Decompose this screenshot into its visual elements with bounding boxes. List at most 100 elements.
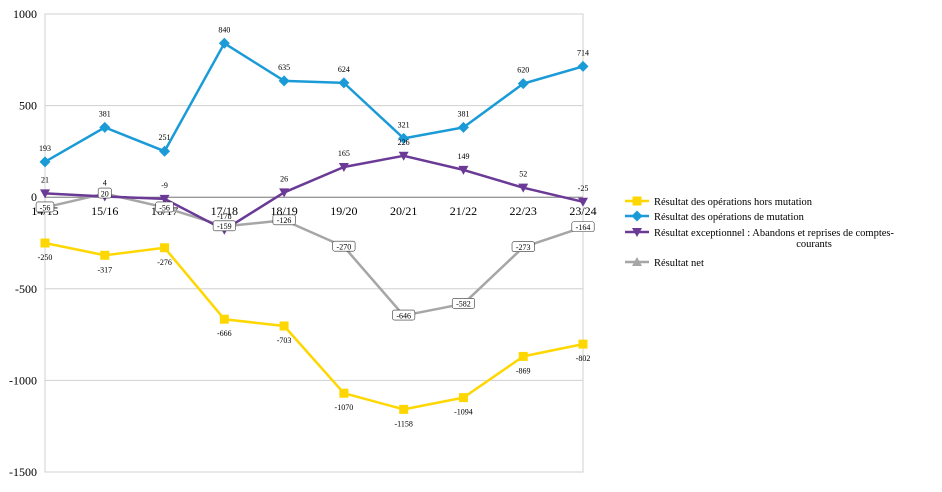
- data-label: -178: [217, 212, 232, 221]
- data-point: [99, 121, 111, 133]
- x-tick-label: 17/18: [211, 204, 238, 218]
- data-point: [160, 243, 170, 253]
- data-label: 20: [101, 189, 109, 198]
- data-label: -56: [159, 203, 170, 212]
- data-label: 840: [218, 25, 230, 34]
- data-point: [518, 351, 528, 361]
- data-label-box: [392, 309, 416, 321]
- data-label: 149: [457, 152, 469, 161]
- data-label: 226: [398, 138, 410, 147]
- data-point: [518, 183, 529, 193]
- data-point: [517, 78, 529, 90]
- legend-label: Résultat net: [654, 258, 704, 269]
- x-tick-label: 15/16: [91, 204, 118, 218]
- data-labels: -250 -317 -276 -666 -703 -1070 -1158 -1094 -869 -…: [35, 25, 595, 428]
- data-label: -276: [157, 258, 172, 267]
- data-label: 251: [159, 133, 171, 142]
- x-tick-label: 22/23: [510, 204, 537, 218]
- data-label: -869: [516, 366, 531, 375]
- data-label: 381: [457, 109, 469, 118]
- data-label: 193: [39, 144, 51, 153]
- x-tick-label: 23/24: [569, 204, 596, 218]
- data-label: -646: [396, 311, 411, 320]
- series-1: [39, 37, 589, 168]
- legend-label: Résultat exceptionnel : Abandons et repr…: [654, 228, 894, 239]
- data-label: -1094: [454, 408, 473, 417]
- data-point: [338, 162, 349, 172]
- data-point: [458, 393, 468, 403]
- series-line: [44, 192, 584, 317]
- x-tick-label: 20/21: [390, 204, 417, 218]
- data-label-box: [272, 214, 296, 226]
- data-label: -703: [277, 336, 292, 345]
- data-point: [578, 197, 588, 207]
- data-label: 624: [338, 65, 350, 74]
- plot-area: [44, 13, 584, 473]
- data-label: -582: [456, 300, 471, 309]
- data-label-box: [35, 201, 55, 213]
- data-label: -126: [277, 216, 292, 225]
- data-label: -273: [516, 243, 531, 252]
- y-tick-label: 1000: [13, 7, 37, 21]
- y-tick-label: -1500: [9, 465, 37, 479]
- data-label: -9: [161, 181, 168, 190]
- data-label: -56: [40, 203, 51, 212]
- series-line: [44, 154, 584, 232]
- legend-label: courants: [796, 239, 832, 250]
- data-label: -1070: [335, 403, 354, 412]
- data-point: [338, 77, 350, 89]
- series-0: [40, 238, 588, 414]
- data-label: 26: [280, 174, 288, 183]
- data-point: [578, 339, 588, 349]
- data-label: -270: [337, 242, 352, 251]
- data-point: [632, 228, 642, 237]
- data-point: [219, 314, 229, 324]
- data-label: -164: [576, 223, 591, 232]
- data-label: -250: [38, 253, 53, 262]
- data-point: [399, 404, 409, 414]
- y-tick-label: -500: [15, 282, 37, 296]
- data-label: -802: [576, 354, 591, 363]
- data-label: -317: [97, 265, 112, 274]
- series-line: [44, 42, 584, 163]
- data-point: [457, 121, 469, 133]
- data-label-box: [451, 298, 475, 309]
- x-tick-label: 19/20: [330, 204, 357, 218]
- data-label: 21: [41, 175, 49, 184]
- data-label-box: [97, 187, 112, 199]
- x-tick-label: 21/22: [450, 204, 477, 218]
- series-line: [44, 241, 584, 411]
- y-tick-label: 500: [19, 99, 37, 113]
- legend: Résultat des opérations hors mutation Rés…: [625, 196, 894, 269]
- data-label: -1158: [394, 419, 412, 428]
- data-label-box: [212, 220, 236, 232]
- data-point: [398, 132, 410, 144]
- data-label: 381: [99, 109, 111, 118]
- data-label: 4: [103, 178, 107, 187]
- data-point: [218, 37, 230, 49]
- data-point: [40, 189, 50, 199]
- data-label-box: [511, 241, 535, 253]
- legend-label: Résultat des opérations hors mutation: [654, 197, 813, 208]
- data-point: [632, 196, 642, 206]
- data-label: -666: [217, 329, 232, 338]
- data-label: 321: [398, 120, 410, 129]
- data-point: [159, 194, 170, 204]
- y-tick-label: 0: [31, 190, 37, 204]
- data-label: 714: [577, 48, 589, 57]
- data-point: [40, 238, 50, 248]
- data-point: [577, 60, 589, 72]
- data-point: [398, 151, 409, 161]
- data-point: [339, 388, 349, 398]
- legend-label: Résultat des opérations de mutation: [654, 212, 805, 223]
- data-label: 165: [338, 149, 350, 158]
- data-point: [279, 321, 289, 331]
- data-point: [159, 145, 171, 157]
- data-label: -25: [578, 184, 589, 193]
- data-point: [39, 156, 51, 168]
- data-point: [278, 75, 290, 87]
- data-point: [631, 210, 643, 222]
- data-label-box: [332, 240, 356, 252]
- data-point: [458, 165, 469, 175]
